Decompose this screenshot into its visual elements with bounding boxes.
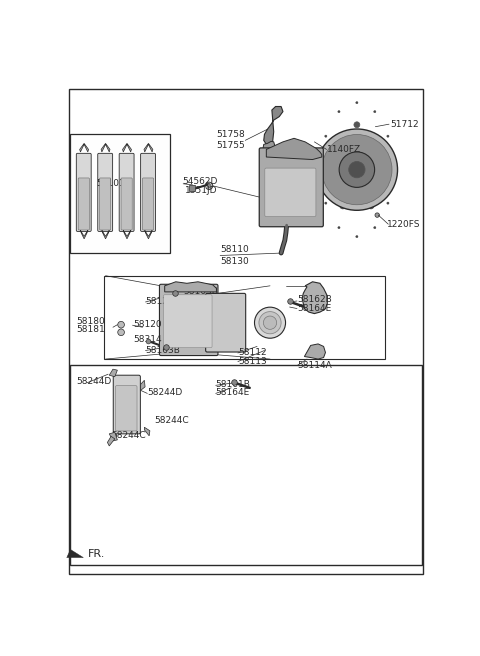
Circle shape bbox=[124, 405, 130, 411]
Polygon shape bbox=[304, 344, 325, 359]
Circle shape bbox=[377, 153, 383, 159]
Circle shape bbox=[118, 321, 124, 328]
Text: 58112: 58112 bbox=[238, 348, 266, 357]
FancyBboxPatch shape bbox=[116, 386, 137, 431]
Text: 58113: 58113 bbox=[238, 357, 266, 366]
Circle shape bbox=[264, 316, 276, 329]
Circle shape bbox=[215, 312, 237, 334]
Polygon shape bbox=[264, 106, 283, 146]
Polygon shape bbox=[144, 427, 150, 436]
Circle shape bbox=[118, 329, 124, 336]
FancyBboxPatch shape bbox=[119, 154, 134, 232]
Text: 58164E: 58164E bbox=[216, 388, 250, 398]
Circle shape bbox=[349, 161, 365, 178]
Polygon shape bbox=[266, 138, 322, 159]
Circle shape bbox=[254, 307, 286, 338]
Circle shape bbox=[354, 122, 360, 128]
Text: 58244C: 58244C bbox=[155, 416, 189, 424]
Circle shape bbox=[374, 226, 376, 229]
Circle shape bbox=[338, 111, 340, 113]
FancyBboxPatch shape bbox=[113, 375, 140, 434]
Circle shape bbox=[210, 307, 241, 338]
Text: 58244D: 58244D bbox=[147, 388, 182, 398]
Circle shape bbox=[220, 317, 231, 329]
Circle shape bbox=[387, 202, 389, 204]
FancyBboxPatch shape bbox=[265, 168, 316, 216]
Circle shape bbox=[375, 213, 379, 217]
Polygon shape bbox=[102, 230, 109, 239]
Polygon shape bbox=[109, 369, 118, 377]
Polygon shape bbox=[122, 144, 132, 152]
Polygon shape bbox=[101, 144, 110, 152]
Bar bbox=[104, 276, 384, 359]
FancyBboxPatch shape bbox=[76, 154, 91, 232]
Circle shape bbox=[325, 202, 327, 204]
Polygon shape bbox=[123, 230, 131, 239]
Circle shape bbox=[259, 312, 281, 334]
Text: 58163B: 58163B bbox=[183, 287, 218, 296]
Text: 58161B: 58161B bbox=[216, 380, 251, 389]
Polygon shape bbox=[81, 230, 88, 239]
Text: 58101B: 58101B bbox=[96, 179, 131, 188]
FancyBboxPatch shape bbox=[121, 178, 132, 230]
Circle shape bbox=[340, 203, 346, 209]
Circle shape bbox=[387, 135, 389, 137]
Polygon shape bbox=[263, 141, 276, 161]
Circle shape bbox=[374, 111, 376, 113]
FancyBboxPatch shape bbox=[98, 154, 113, 232]
Polygon shape bbox=[144, 144, 153, 152]
Polygon shape bbox=[108, 436, 115, 446]
Polygon shape bbox=[165, 282, 216, 292]
Text: 58163B: 58163B bbox=[145, 346, 180, 355]
Bar bbox=[71, 365, 421, 565]
Text: 1220FS: 1220FS bbox=[387, 220, 420, 229]
FancyBboxPatch shape bbox=[205, 293, 246, 352]
Circle shape bbox=[322, 134, 392, 205]
Text: 51712: 51712 bbox=[390, 119, 419, 129]
Text: 58110
58130: 58110 58130 bbox=[220, 245, 249, 266]
FancyBboxPatch shape bbox=[259, 148, 324, 227]
Text: 58181: 58181 bbox=[76, 325, 105, 334]
Text: 58244C: 58244C bbox=[111, 432, 146, 440]
Circle shape bbox=[207, 184, 211, 188]
Circle shape bbox=[331, 153, 337, 159]
Circle shape bbox=[356, 236, 358, 237]
Text: 1140FZ: 1140FZ bbox=[327, 145, 361, 154]
FancyBboxPatch shape bbox=[143, 178, 154, 230]
Text: 54562D: 54562D bbox=[182, 177, 218, 186]
Polygon shape bbox=[145, 230, 152, 239]
Circle shape bbox=[392, 169, 394, 171]
Text: 58180: 58180 bbox=[76, 318, 105, 326]
Polygon shape bbox=[67, 550, 84, 558]
Circle shape bbox=[339, 152, 374, 188]
Text: 58114A: 58114A bbox=[297, 361, 332, 370]
Text: 58125: 58125 bbox=[145, 297, 174, 306]
Circle shape bbox=[356, 102, 358, 104]
Polygon shape bbox=[109, 432, 118, 441]
Circle shape bbox=[320, 169, 322, 171]
Text: 58162B: 58162B bbox=[297, 295, 332, 304]
Text: 1351JD: 1351JD bbox=[185, 186, 218, 195]
Text: 58244D: 58244D bbox=[76, 377, 111, 386]
Circle shape bbox=[316, 129, 397, 211]
FancyBboxPatch shape bbox=[164, 295, 212, 348]
Text: 58164E: 58164E bbox=[297, 304, 331, 312]
Circle shape bbox=[325, 135, 327, 137]
Text: 58120: 58120 bbox=[133, 319, 162, 329]
Text: FR.: FR. bbox=[88, 548, 105, 558]
Circle shape bbox=[368, 203, 374, 209]
Circle shape bbox=[338, 226, 340, 229]
Polygon shape bbox=[80, 144, 88, 152]
FancyBboxPatch shape bbox=[159, 284, 218, 356]
FancyBboxPatch shape bbox=[141, 154, 156, 232]
FancyBboxPatch shape bbox=[78, 178, 89, 230]
FancyBboxPatch shape bbox=[100, 178, 111, 230]
Text: 51758
51755: 51758 51755 bbox=[216, 130, 245, 150]
Polygon shape bbox=[302, 282, 327, 314]
Text: 58314: 58314 bbox=[133, 335, 162, 344]
Circle shape bbox=[205, 182, 213, 190]
Bar bbox=[71, 134, 170, 253]
Polygon shape bbox=[141, 380, 145, 390]
